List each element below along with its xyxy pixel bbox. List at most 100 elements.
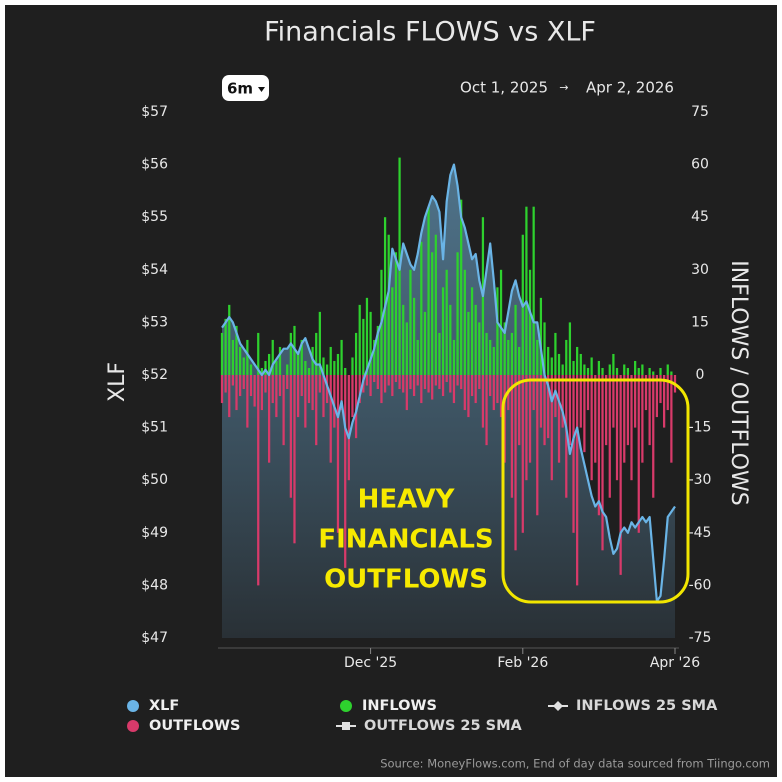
flow-bar <box>561 375 564 428</box>
flow-bar <box>315 375 318 446</box>
flow-bar <box>489 339 492 375</box>
flow-bar <box>431 375 434 400</box>
flow-bar <box>554 375 557 418</box>
flow-bar <box>249 364 253 375</box>
flow-bar <box>383 217 387 375</box>
flow-bar <box>492 346 495 375</box>
flow-bar <box>485 332 488 375</box>
flow-bar <box>427 206 430 375</box>
flow-bar <box>387 375 390 386</box>
flow-bar <box>365 375 369 386</box>
flow-bar <box>434 234 437 375</box>
flow-bar <box>659 375 662 404</box>
flow-bar <box>539 375 543 428</box>
annotation-text: FINANCIALS <box>318 525 493 555</box>
flow-bar <box>619 375 622 575</box>
flow-bar <box>351 357 354 375</box>
flow-bar <box>329 375 332 463</box>
flow-bar <box>449 304 452 375</box>
flow-bar <box>228 304 231 375</box>
flow-bar <box>358 304 361 375</box>
flow-bar <box>235 375 238 411</box>
flow-bar <box>257 375 260 586</box>
flow-bar <box>253 375 256 407</box>
flow-bar <box>583 375 586 453</box>
flow-bar <box>623 375 626 463</box>
flow-bar <box>452 339 456 375</box>
range-caret <box>258 87 265 92</box>
flow-bar <box>514 375 517 551</box>
flow-bar <box>637 375 640 533</box>
legend-marker <box>553 701 563 711</box>
flow-bar <box>648 375 651 446</box>
y2-tick-label: -75 <box>689 630 712 646</box>
flow-bar <box>376 375 379 390</box>
flow-bar <box>275 360 278 375</box>
flow-bar <box>572 360 575 375</box>
range-button[interactable] <box>222 75 269 101</box>
flow-bar <box>325 375 329 404</box>
flow-bar <box>612 353 615 375</box>
flow-bar <box>267 375 271 463</box>
flow-bar <box>481 375 485 428</box>
flow-bar <box>641 364 644 375</box>
flow-bar <box>648 367 651 375</box>
flow-bar <box>304 375 307 428</box>
flow-bar <box>391 375 394 397</box>
flow-bar <box>307 367 311 375</box>
flow-bar <box>670 371 673 375</box>
flow-bar <box>249 375 253 397</box>
chart-title: Financials FLOWS vs XLF <box>264 17 596 48</box>
y2-tick-label: 60 <box>691 157 709 173</box>
flow-bar <box>344 375 347 568</box>
flow-bar <box>224 318 227 375</box>
flow-bar <box>260 367 263 375</box>
flow-bar <box>289 375 292 498</box>
flow-bar <box>568 375 572 446</box>
flow-bar <box>405 322 408 375</box>
flow-bar <box>579 353 582 375</box>
flow-bar <box>467 375 470 418</box>
annotation-box <box>501 378 690 604</box>
flow-bar <box>594 375 597 463</box>
flow-bar <box>318 375 321 393</box>
flow-bar <box>655 375 659 418</box>
y-axis-title: XLF <box>105 362 130 402</box>
flow-bar <box>608 364 611 375</box>
flow-bar <box>590 357 593 375</box>
flow-bar <box>420 241 423 375</box>
flow-bar <box>547 375 550 439</box>
flow-bar <box>539 297 543 375</box>
flow-bar <box>456 252 459 375</box>
flow-bar <box>626 375 630 446</box>
legend-marker <box>127 720 139 732</box>
flow-bar <box>318 311 321 375</box>
y2-tick-label: -30 <box>689 472 712 488</box>
legend-marker <box>340 700 352 712</box>
flow-bar <box>264 360 267 375</box>
y2-tick-label: 0 <box>696 367 705 383</box>
flow-bar <box>525 206 528 375</box>
flow-bar <box>373 375 376 383</box>
flow-bar <box>260 375 263 411</box>
xlf-area <box>222 164 675 638</box>
date-separator: → <box>559 81 568 94</box>
flow-bar <box>557 353 561 375</box>
range-button-label[interactable]: 6m <box>227 80 253 98</box>
flow-bar <box>380 375 383 404</box>
flow-bar <box>576 346 579 375</box>
flow-bar <box>499 269 503 375</box>
flow-bar <box>470 287 474 375</box>
flow-bar <box>344 367 347 375</box>
flow-bar <box>271 339 274 375</box>
y-tick-label: $47 <box>141 630 168 646</box>
flow-bar <box>532 206 535 375</box>
flow-bar <box>242 357 245 375</box>
flow-bar <box>246 339 249 375</box>
flow-bar <box>238 346 242 375</box>
flow-bar <box>315 332 318 375</box>
annotation-text: HEAVY <box>358 485 456 515</box>
flow-bar <box>565 339 568 375</box>
flow-bar <box>336 375 340 533</box>
flow-bar <box>224 375 227 393</box>
